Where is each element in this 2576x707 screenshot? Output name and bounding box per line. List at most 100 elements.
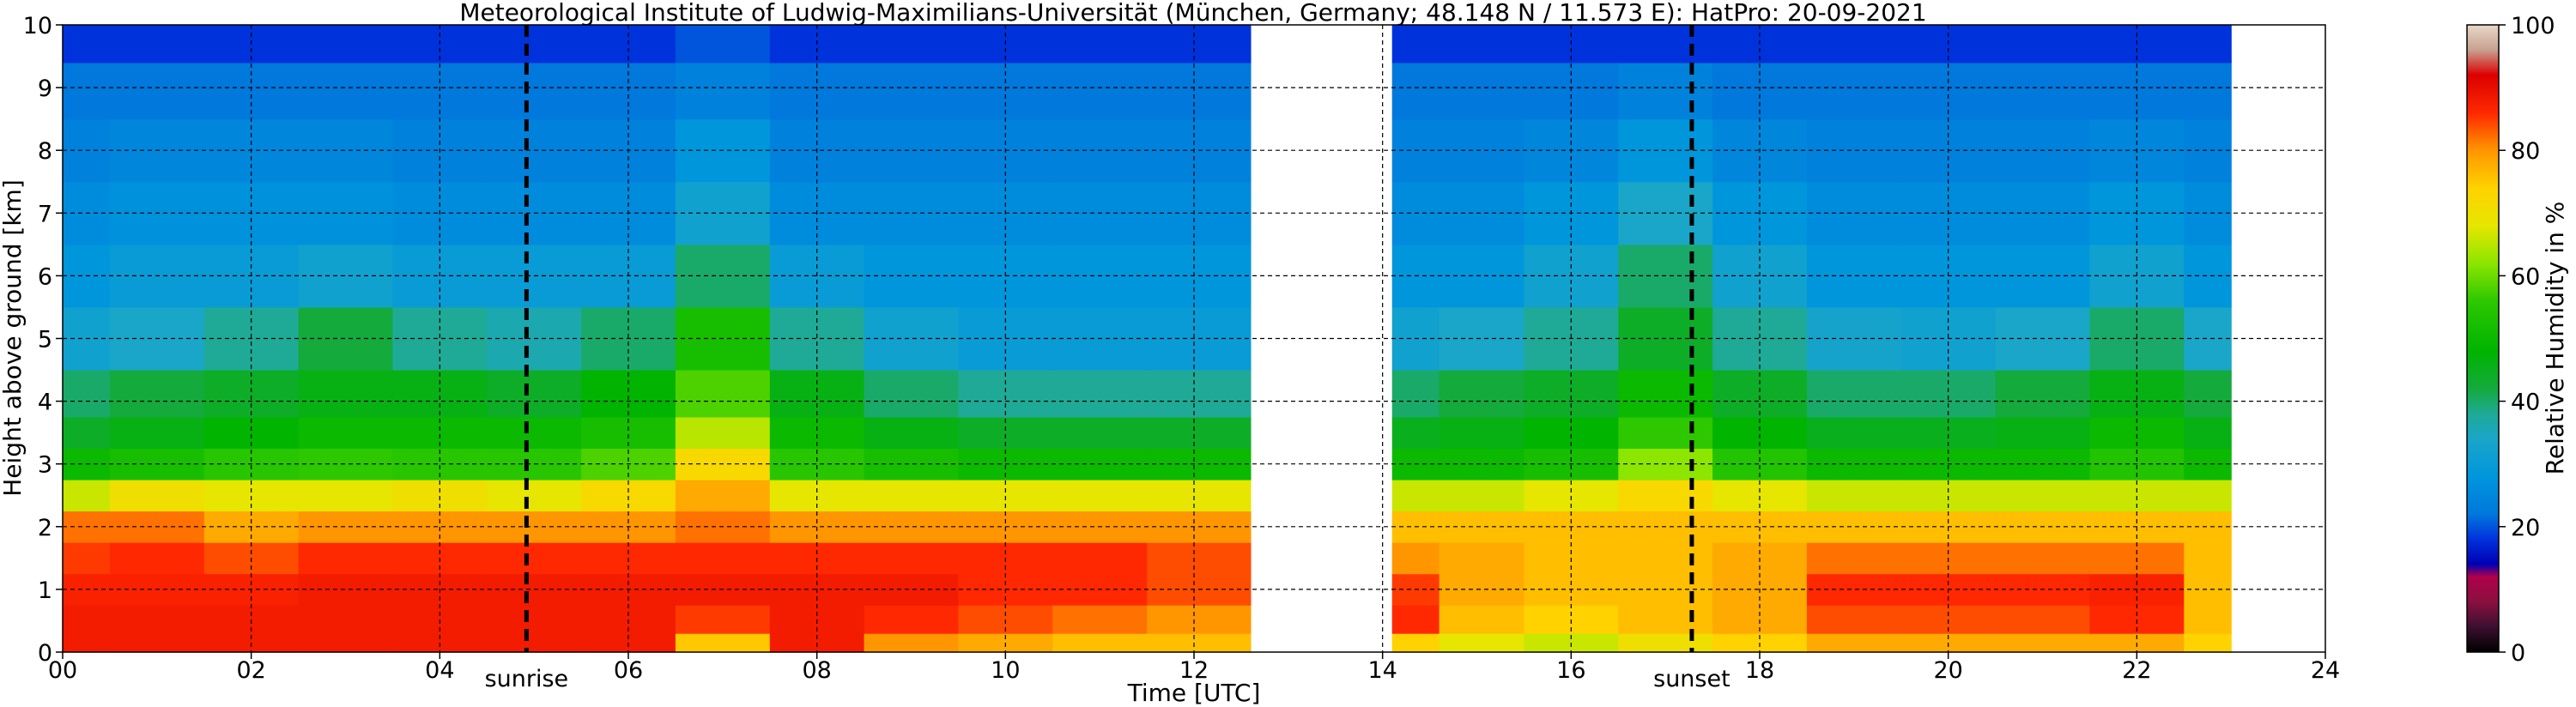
heatmap-cell	[2184, 573, 2232, 606]
heatmap-cell	[1618, 605, 1713, 634]
heatmap-cell	[1052, 480, 1148, 512]
heatmap-cell	[2089, 370, 2185, 418]
heatmap-cell	[1391, 633, 1440, 653]
heatmap-cell	[2184, 542, 2232, 575]
heatmap-cell	[864, 181, 959, 245]
heatmap-cell	[63, 542, 111, 575]
heatmap-cell	[63, 25, 111, 63]
heatmap-cell	[1391, 605, 1440, 634]
heatmap-cell	[1147, 416, 1252, 449]
x-tick-label: 06	[614, 657, 643, 684]
x-tick-label: 22	[2122, 657, 2151, 684]
colorbar	[2466, 24, 2500, 653]
y-axis-ticks: 0 1 2 3 4 5 6 7 8 9 10	[23, 13, 63, 667]
heatmap-cell	[864, 448, 959, 480]
heatmap-cell	[1439, 118, 1525, 183]
heatmap-cell	[1439, 370, 1525, 418]
heatmap-cell	[1806, 480, 1902, 512]
heatmap-cell	[1995, 605, 2090, 634]
colorbar-tick-label: 20	[2511, 515, 2540, 541]
heatmap-cell	[1439, 573, 1525, 606]
heatmap-cell	[487, 416, 582, 449]
sun-marker-label: sunset	[1653, 666, 1730, 692]
heatmap-cell	[63, 370, 111, 418]
heatmap-cell	[109, 633, 205, 653]
heatmap-cell	[392, 370, 488, 418]
heatmap-cell	[1052, 605, 1148, 634]
heatmap-cell	[2184, 511, 2232, 543]
heatmap-cell	[675, 480, 771, 512]
heatmap-cell	[864, 511, 959, 543]
heatmap-cell	[1618, 542, 1713, 575]
heatmap-cell	[109, 480, 205, 512]
heatmap-cell	[2184, 244, 2232, 308]
heatmap-cell	[1806, 306, 1902, 371]
heatmap-cell	[1439, 306, 1525, 371]
heatmap-cell	[1147, 605, 1252, 634]
heatmap-cell	[298, 62, 393, 120]
y-tick-label: 6	[38, 263, 52, 290]
heatmap-cell	[1524, 370, 1619, 418]
heatmap-cell	[1900, 370, 1997, 418]
heatmap-cell	[487, 62, 582, 120]
heatmap-cell	[675, 62, 771, 120]
colorbar-tick-label: 40	[2511, 390, 2540, 416]
heatmap-cell	[298, 633, 393, 653]
heatmap-cell	[487, 542, 582, 575]
x-tick-label: 20	[1933, 657, 1962, 684]
heatmap-cell	[298, 542, 393, 575]
heatmap-cell	[1439, 480, 1525, 512]
heatmap-cell	[1618, 480, 1713, 512]
heatmap-cell	[864, 25, 959, 63]
heatmap-cell	[109, 605, 205, 634]
heatmap-cell	[1439, 62, 1525, 120]
heatmap-cell	[675, 25, 771, 63]
heatmap-cell	[487, 633, 582, 653]
heatmap-cell	[1147, 62, 1252, 120]
heatmap-cell	[1147, 480, 1252, 512]
x-tick-label: 18	[1745, 657, 1774, 684]
heatmap-cell	[1147, 25, 1252, 63]
x-axis-label: Time [UTC]	[1127, 679, 1261, 707]
heatmap-cell	[487, 370, 582, 418]
heatmap-cell	[63, 416, 111, 449]
colorbar-label: Relative Humidity in %	[2541, 202, 2569, 475]
heatmap-cell	[1391, 62, 1440, 120]
heatmap-cell	[1052, 416, 1148, 449]
heatmap-cell	[1995, 480, 2090, 512]
y-tick-label: 2	[38, 515, 52, 541]
x-tick-label: 24	[2311, 657, 2340, 684]
y-tick-label: 7	[38, 201, 52, 227]
heatmap-cell	[864, 573, 959, 606]
y-tick-label: 5	[38, 327, 52, 354]
heatmap-cell	[864, 416, 959, 449]
heatmap-cell	[1806, 25, 1902, 63]
heatmap-cell	[958, 370, 1053, 418]
x-tick-label: 04	[425, 657, 454, 684]
heatmap-cell	[1712, 370, 1808, 418]
heatmap-cell	[1806, 542, 1902, 575]
heatmap-cell	[1618, 25, 1713, 63]
heatmap-cell	[1439, 448, 1525, 480]
heatmap-cell	[298, 480, 393, 512]
y-axis-label: Height above ground [km]	[0, 179, 27, 497]
heatmap-cell	[298, 605, 393, 634]
colorbar-tick-label: 60	[2511, 263, 2540, 290]
sun-marker-label: sunrise	[485, 666, 569, 692]
x-axis-ticks: 00 02 04 06 08 10 12 14 16 18 20 22 24	[48, 652, 2340, 684]
heatmap-cell	[1439, 181, 1525, 245]
heatmap-cell	[109, 62, 205, 120]
sun-markers: sunrise sunset	[485, 25, 1730, 692]
heatmap-cell	[1391, 416, 1440, 449]
heatmap-cell	[1806, 62, 1902, 120]
heatmap-cell	[1439, 511, 1525, 543]
heatmap-cell	[63, 480, 111, 512]
heatmap-cell	[487, 25, 582, 63]
heatmap-cell	[1806, 181, 1902, 245]
heatmap-cell	[1806, 633, 1902, 653]
heatmap-cell	[1806, 573, 1902, 606]
heatmap-cell	[1806, 118, 1902, 183]
heatmap-cell	[675, 605, 771, 634]
heatmap-cell	[2184, 62, 2232, 120]
heatmap-cell	[109, 370, 205, 418]
